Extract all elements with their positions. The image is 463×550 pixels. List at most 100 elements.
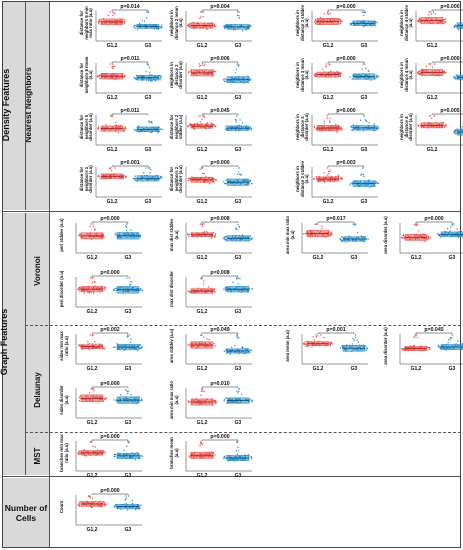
data-point — [117, 344, 119, 347]
data-point — [424, 240, 426, 243]
data-point — [314, 19, 317, 21]
data-point — [204, 342, 207, 344]
data-point — [134, 129, 137, 132]
data-point — [101, 453, 103, 455]
data-point — [340, 20, 342, 22]
data-point — [238, 173, 241, 175]
boxplot-panel: p=0.000 neighbors in distance 4 stddev (a… — [399, 2, 463, 52]
axis-lines — [311, 11, 378, 42]
data-point — [369, 186, 371, 188]
data-point — [342, 345, 344, 347]
data-point — [246, 180, 248, 182]
data-point — [364, 348, 366, 350]
data-point — [315, 72, 317, 74]
x-tick-g3: G3 — [144, 147, 152, 153]
data-point — [145, 126, 148, 128]
data-point — [199, 17, 201, 20]
data-point — [104, 289, 106, 291]
data-point — [244, 402, 247, 404]
data-point — [135, 24, 137, 26]
data-point — [232, 239, 234, 241]
data-point — [99, 20, 101, 22]
data-point — [362, 20, 364, 22]
data-point — [225, 350, 228, 352]
data-point — [99, 398, 101, 401]
data-point — [357, 20, 359, 22]
data-point — [368, 122, 370, 124]
data-point — [188, 455, 190, 457]
density-band — [3, 2, 49, 210]
data-point — [101, 129, 103, 131]
data-point — [203, 64, 205, 67]
data-point — [441, 345, 443, 347]
data-point — [420, 126, 422, 128]
data-point — [311, 235, 314, 237]
data-point — [308, 342, 310, 344]
data-point — [432, 11, 435, 13]
data-point — [103, 22, 105, 24]
data-point — [251, 400, 254, 402]
data-point — [114, 453, 117, 456]
data-point — [366, 349, 368, 351]
data-point — [141, 399, 143, 402]
data-point — [91, 282, 94, 284]
data-point — [225, 397, 227, 399]
data-point — [232, 29, 235, 31]
data-point — [306, 345, 308, 347]
boxplot-panel: p=0.000 sides disorder (a.u) G1,2 G3 — [59, 379, 146, 429]
data-point — [230, 128, 233, 130]
data-point — [315, 76, 317, 78]
density-graph-divider — [2, 211, 461, 212]
data-point — [416, 237, 419, 240]
data-point — [101, 285, 103, 288]
data-point — [125, 506, 127, 509]
data-point — [77, 452, 79, 454]
data-point — [334, 125, 336, 128]
data-point — [237, 289, 239, 292]
data-point — [363, 115, 365, 117]
data-point — [316, 223, 319, 225]
data-point — [78, 344, 81, 346]
data-point — [326, 176, 328, 179]
data-point — [222, 181, 225, 183]
data-point — [203, 172, 205, 175]
boxplot-panel: p=0.003 neighbors in distance 2 stddev (a… — [295, 158, 382, 208]
data-point — [100, 287, 103, 289]
data-point — [340, 177, 342, 180]
data-point — [321, 21, 324, 24]
data-point — [105, 397, 107, 400]
data-point — [196, 235, 198, 237]
data-point — [118, 454, 120, 456]
data-point — [114, 287, 116, 290]
data-point — [123, 290, 125, 292]
data-point — [374, 125, 376, 127]
data-point — [213, 455, 215, 457]
axis-lines — [95, 167, 162, 198]
data-point — [241, 347, 244, 349]
data-point — [250, 456, 253, 458]
data-point — [117, 452, 119, 454]
nn-column-divider — [25, 2, 26, 210]
data-point — [425, 17, 427, 20]
axis-lines — [75, 334, 142, 365]
data-point — [113, 289, 116, 292]
data-point — [206, 231, 208, 233]
data-point — [98, 287, 100, 289]
data-point — [228, 458, 231, 461]
data-point — [228, 287, 230, 289]
data-point — [235, 121, 237, 123]
axis-lines — [311, 167, 378, 198]
data-point — [322, 235, 324, 238]
data-point — [93, 280, 96, 283]
p-value-label: p=0.008 — [210, 216, 230, 222]
data-point — [229, 353, 232, 355]
data-point — [87, 396, 89, 398]
data-point — [372, 182, 374, 184]
data-point — [230, 402, 232, 404]
data-point — [234, 456, 236, 458]
data-point — [315, 176, 318, 178]
data-point — [241, 234, 244, 236]
data-point — [197, 232, 200, 235]
data-point — [225, 23, 227, 26]
data-point — [113, 453, 116, 456]
